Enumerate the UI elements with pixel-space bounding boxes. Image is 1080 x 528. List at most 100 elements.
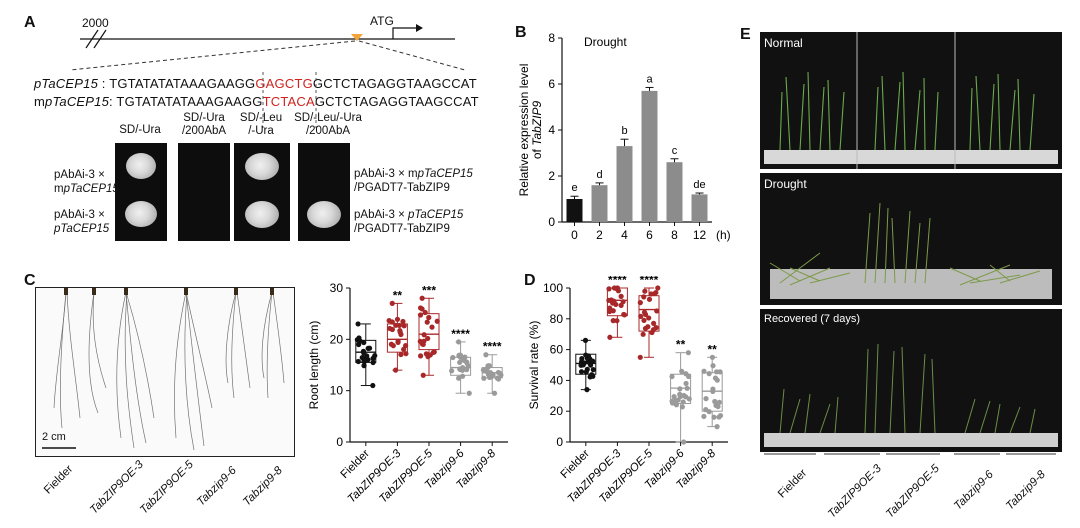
plant-photo-recovered: Recovered (7 days): [760, 309, 1062, 452]
plant-drawing-recovered: [764, 343, 1058, 447]
plant-photo-drought: Drought: [760, 173, 1062, 305]
data-point: [680, 399, 686, 405]
data-point: [590, 358, 596, 364]
y1h-col-header-3: SD/-Leu /-Ura: [239, 112, 283, 137]
zoom-line-right: [358, 40, 466, 71]
significance-stars: ***: [422, 283, 436, 297]
data-point: [456, 352, 462, 358]
plant-genotype-label-1: Fielder: [776, 467, 810, 501]
data-point: [419, 341, 426, 347]
box: [701, 372, 723, 412]
data-point: [710, 388, 716, 395]
data-point: [614, 285, 621, 291]
data-point: [610, 318, 616, 324]
data-point: [427, 352, 433, 358]
data-point: [450, 354, 456, 361]
data-point: [425, 335, 431, 342]
y1h-col-header-1: SD/-Ura: [119, 124, 161, 136]
y1h-row-left-2: pAbAi-3 × pTaCEP15: [54, 208, 109, 236]
data-point: [618, 302, 624, 308]
data-point: [681, 439, 687, 445]
data-point: [679, 368, 685, 374]
seed-base: [92, 288, 96, 295]
root-strand: [174, 291, 187, 439]
y1h-col-header-2: SD/-Ura /200AbA: [181, 112, 227, 137]
bar: [641, 90, 658, 223]
plant-drawing-normal: [764, 32, 1058, 169]
seq-mut-name-prefix: m: [34, 94, 46, 109]
data-point: [710, 363, 716, 369]
data-point: [686, 373, 692, 380]
root-strand: [185, 291, 205, 447]
tss-arrow-line: [392, 27, 416, 39]
y-tick-label: 2: [548, 169, 555, 183]
data-point: [578, 359, 585, 365]
data-point: [417, 312, 424, 318]
data-point: [396, 322, 402, 329]
leaf-clump: [779, 388, 839, 434]
data-point: [423, 351, 429, 357]
data-point: [610, 308, 616, 314]
leaf-clump: [864, 343, 936, 434]
data-point: [403, 351, 409, 357]
data-point: [578, 369, 585, 375]
data-point: [712, 375, 719, 381]
data-point: [456, 375, 462, 381]
root-genotype-label-1: Fielder: [42, 463, 76, 497]
leaf-clump: [864, 202, 931, 284]
y-tick-label: 60: [550, 343, 564, 357]
root-strand: [184, 291, 195, 451]
root-strand: [225, 291, 237, 384]
break-mark-1: [85, 29, 99, 49]
data-point: [703, 407, 709, 413]
scale-number: 2000: [82, 16, 109, 30]
seq-mut-suffix: GCTCTAGAGGTAAGCCAT: [314, 94, 479, 109]
root-genotype-label-4: Tabzip9-6: [195, 464, 239, 509]
root-strand: [272, 291, 285, 384]
data-point: [426, 314, 432, 321]
y1h-plate-1: [115, 143, 167, 241]
data-point: [395, 338, 401, 344]
seed-base: [234, 288, 238, 295]
y-tick-label: 0: [336, 435, 343, 449]
data-point: [614, 318, 620, 324]
motif-marker: [351, 34, 363, 41]
significance-letter: e: [571, 182, 577, 194]
data-point: [703, 396, 709, 402]
panel-label-a: A: [24, 14, 36, 31]
promoter-diagram: [69, 24, 466, 71]
y1h-col-header-4: SD/-Leu/-Ura /200AbA: [294, 112, 362, 137]
root-drawing: [42, 288, 285, 451]
data-point: [386, 318, 392, 324]
data-point: [637, 354, 643, 360]
bar: [616, 146, 633, 222]
y-tick-label: 6: [548, 77, 555, 91]
y1h-plate-3: [234, 143, 290, 241]
plant-genotype-label-2: TabZIP9OE-3: [826, 462, 884, 521]
y-tick-label: 10: [330, 384, 344, 398]
root-strand: [88, 291, 99, 414]
data-point: [389, 300, 395, 306]
data-point: [400, 318, 406, 325]
y-tick-label: 20: [330, 332, 344, 346]
data-point: [582, 337, 589, 343]
data-point: [491, 390, 498, 396]
tss-arrow-head: [416, 24, 423, 32]
row-right-2-line2: /PGADT7-TabZIP9: [354, 223, 450, 235]
data-point: [421, 332, 427, 338]
significance-stars: **: [676, 338, 686, 352]
scale-bar-label: 2 cm: [42, 431, 66, 443]
bar: [666, 162, 683, 222]
data-point: [585, 355, 591, 361]
condition-label-normal: Normal: [764, 36, 803, 50]
data-point: [361, 363, 367, 369]
data-point: [361, 339, 367, 346]
y-axis-label: Root length (cm): [307, 321, 321, 410]
data-point: [637, 300, 643, 306]
data-point: [673, 397, 679, 403]
panel-label-c: C: [24, 272, 36, 289]
data-point: [681, 392, 687, 399]
data-point: [398, 351, 404, 358]
seq-mut-prefix: TGTATATATAAAGAAGG: [116, 94, 263, 109]
plant-genotype-label-4: Tabzip9-6: [952, 468, 996, 513]
